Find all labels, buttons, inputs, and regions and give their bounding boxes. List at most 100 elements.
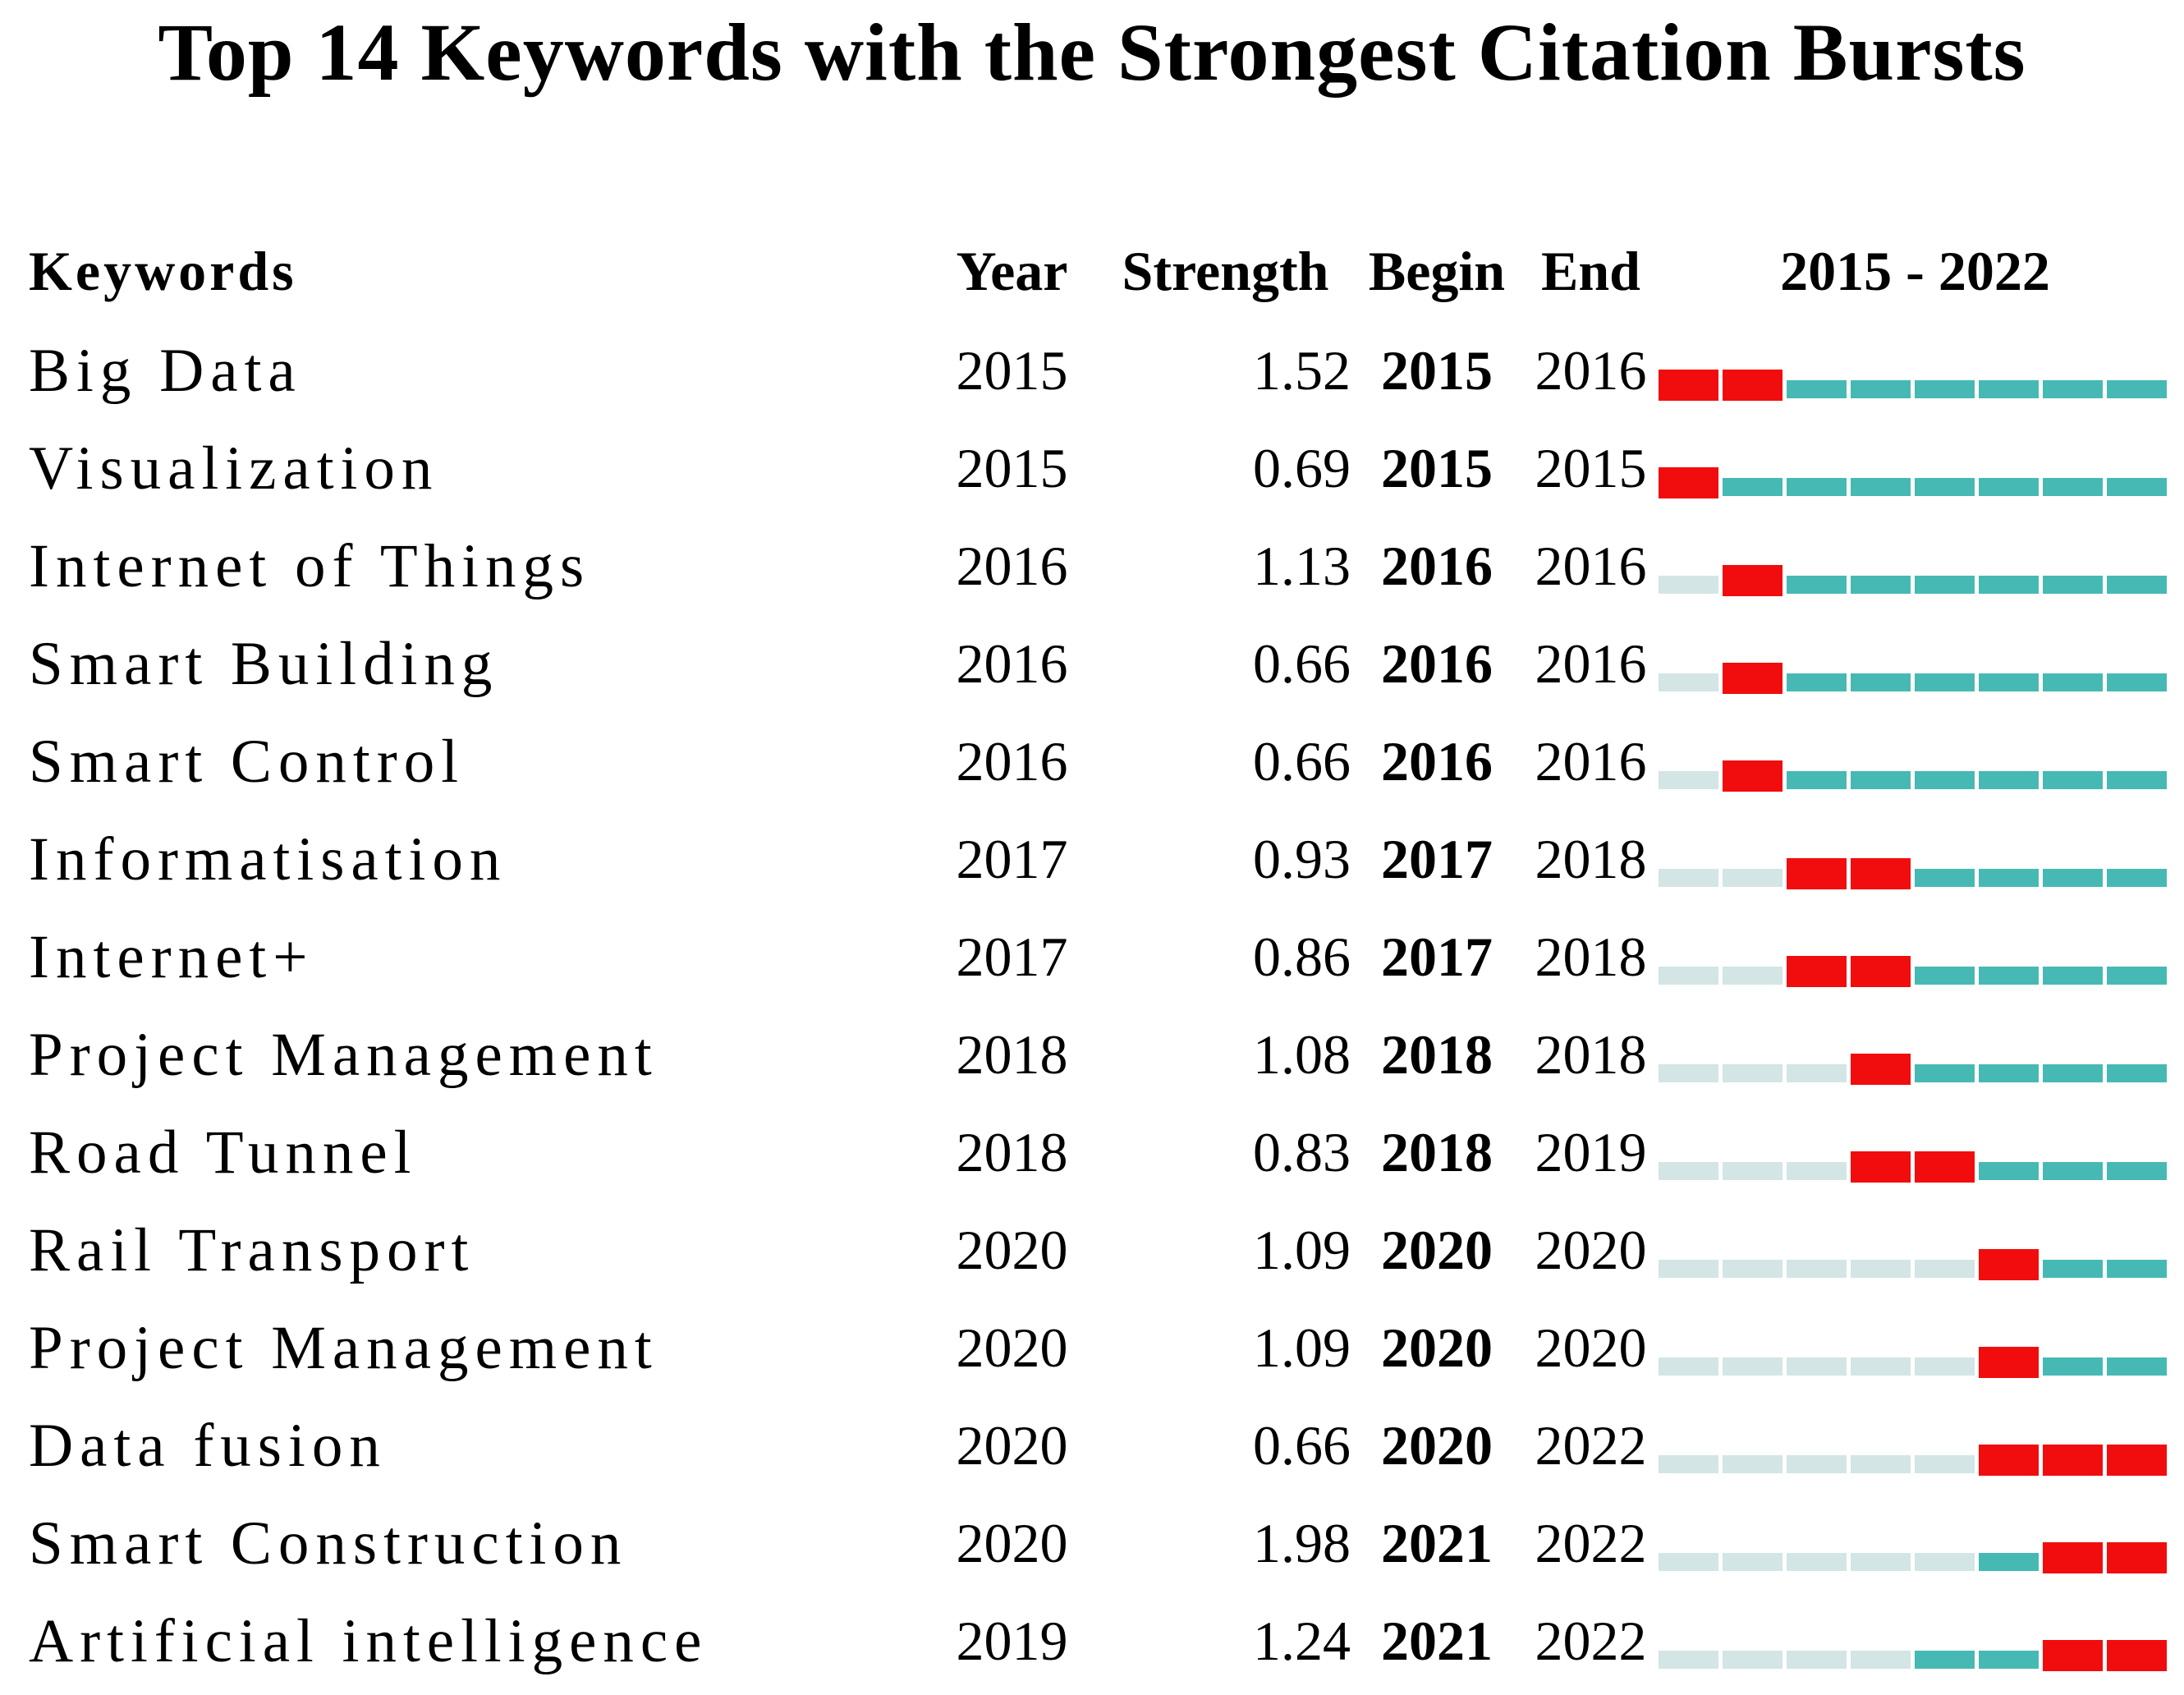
year-segment-2020-active <box>1979 1162 2039 1180</box>
timeline-cell <box>1659 1138 2172 1183</box>
timeline-bar-strip <box>1659 1151 2172 1183</box>
year-segment-2018-pre <box>1851 1455 1911 1473</box>
year-segment-2017-active <box>1787 576 1847 594</box>
strength-cell: 1.24 <box>1253 1610 1351 1672</box>
strength-cell: 0.66 <box>1253 730 1351 792</box>
year-segment-2022-active <box>2107 771 2167 789</box>
year-segment-2017-pre <box>1787 1162 1847 1180</box>
timeline-bar-strip <box>1659 760 2172 792</box>
year-segment-2020-active <box>1979 1064 2039 1082</box>
end-cell: 2016 <box>1535 632 1647 695</box>
year-segment-2018-active <box>1851 576 1911 594</box>
year-cell: 2015 <box>956 339 1068 402</box>
end-cell: 2020 <box>1535 1219 1647 1281</box>
year-segment-2016-burst <box>1723 760 1783 792</box>
year-segment-2017-active <box>1787 478 1847 496</box>
header-end: End <box>1541 239 1640 302</box>
year-segment-2016-burst <box>1723 565 1783 596</box>
year-segment-2018-pre <box>1851 1260 1911 1278</box>
table-row: Big Data 2015 1.52 2015 2016 <box>0 322 2184 420</box>
keyword-cell: Artificial intelligence <box>29 1606 709 1675</box>
end-cell: 2018 <box>1535 1023 1647 1086</box>
year-segment-2019-active <box>1915 1064 1975 1082</box>
timeline-cell <box>1659 1529 2172 1573</box>
year-segment-2022-active <box>2107 1064 2167 1082</box>
strength-cell: 0.86 <box>1253 926 1351 988</box>
year-segment-2021-burst <box>2043 1640 2103 1671</box>
table-body: Big Data 2015 1.52 2015 2016 Visualization 201… <box>0 322 2184 1690</box>
begin-cell: 2018 <box>1381 1121 1493 1183</box>
year-segment-2020-burst <box>1979 1249 2039 1280</box>
year-segment-2022-burst <box>2107 1445 2167 1476</box>
keyword-cell: Internet+ <box>29 922 314 991</box>
year-segment-2017-pre <box>1787 1553 1847 1571</box>
begin-cell: 2015 <box>1381 339 1493 402</box>
end-cell: 2022 <box>1535 1414 1647 1477</box>
keyword-cell: Internet of Things <box>29 531 591 600</box>
year-cell: 2015 <box>956 437 1068 499</box>
year-segment-2016-burst <box>1723 663 1783 694</box>
begin-cell: 2020 <box>1381 1316 1493 1379</box>
year-segment-2020-active <box>1979 1651 2039 1669</box>
year-segment-2022-burst <box>2107 1542 2167 1573</box>
year-cell: 2020 <box>956 1512 1068 1574</box>
year-segment-2018-active <box>1851 380 1911 398</box>
strength-cell: 1.09 <box>1253 1316 1351 1379</box>
year-segment-2020-active <box>1979 380 2039 398</box>
year-segment-2015-pre <box>1659 1064 1718 1082</box>
timeline-bar-strip <box>1659 663 2172 694</box>
year-segment-2015-burst <box>1659 467 1718 498</box>
timeline-cell <box>1659 1040 2172 1085</box>
timeline-cell <box>1659 552 2172 596</box>
timeline-bar-strip <box>1659 1445 2172 1476</box>
header-year: Year <box>956 239 1068 302</box>
timeline-cell <box>1659 454 2172 498</box>
timeline-bar-strip <box>1659 858 2172 889</box>
year-segment-2021-active <box>2043 1357 2103 1376</box>
begin-cell: 2016 <box>1381 632 1493 695</box>
page-title: Top 14 Keywords with the Strongest Citat… <box>158 7 2026 98</box>
keyword-cell: Data fusion <box>29 1411 387 1480</box>
year-segment-2019-active <box>1915 869 1975 887</box>
year-segment-2015-pre <box>1659 1162 1718 1180</box>
begin-cell: 2021 <box>1381 1512 1493 1574</box>
year-cell: 2016 <box>956 535 1068 597</box>
year-segment-2021-active <box>2043 869 2103 887</box>
end-cell: 2018 <box>1535 926 1647 988</box>
year-cell: 2020 <box>956 1414 1068 1477</box>
year-segment-2022-active <box>2107 869 2167 887</box>
header-timeline: 2015 - 2022 <box>1780 239 2050 302</box>
year-segment-2021-active <box>2043 673 2103 691</box>
year-segment-2016-pre <box>1723 1064 1783 1082</box>
year-segment-2019-active <box>1915 576 1975 594</box>
year-segment-2018-active <box>1851 771 1911 789</box>
year-segment-2015-pre <box>1659 1651 1718 1669</box>
year-segment-2017-active <box>1787 380 1847 398</box>
year-segment-2022-active <box>2107 478 2167 496</box>
end-cell: 2016 <box>1535 730 1647 792</box>
timeline-bar-strip <box>1659 1054 2172 1085</box>
year-cell: 2018 <box>956 1023 1068 1086</box>
burst-table: Keywords Year Strength Begin End 2015 - … <box>0 220 2184 1690</box>
timeline-cell <box>1659 845 2172 889</box>
year-segment-2015-pre <box>1659 1455 1718 1473</box>
header-begin: Begin <box>1368 239 1506 302</box>
year-segment-2016-active <box>1723 478 1783 496</box>
timeline-cell <box>1659 1334 2172 1378</box>
year-segment-2019-active <box>1915 771 1975 789</box>
year-segment-2020-active <box>1979 673 2039 691</box>
year-segment-2017-pre <box>1787 1357 1847 1376</box>
begin-cell: 2017 <box>1381 926 1493 988</box>
year-segment-2017-burst <box>1787 858 1847 889</box>
keyword-cell: Rail Transport <box>29 1215 475 1284</box>
keyword-cell: Smart Building <box>29 629 499 698</box>
timeline-bar-strip <box>1659 1542 2172 1573</box>
year-segment-2020-active <box>1979 1553 2039 1571</box>
year-segment-2021-active <box>2043 771 2103 789</box>
end-cell: 2016 <box>1535 535 1647 597</box>
year-segment-2016-pre <box>1723 1162 1783 1180</box>
year-segment-2016-pre <box>1723 869 1783 887</box>
year-segment-2021-active <box>2043 967 2103 985</box>
year-segment-2018-active <box>1851 673 1911 691</box>
year-cell: 2017 <box>956 926 1068 988</box>
